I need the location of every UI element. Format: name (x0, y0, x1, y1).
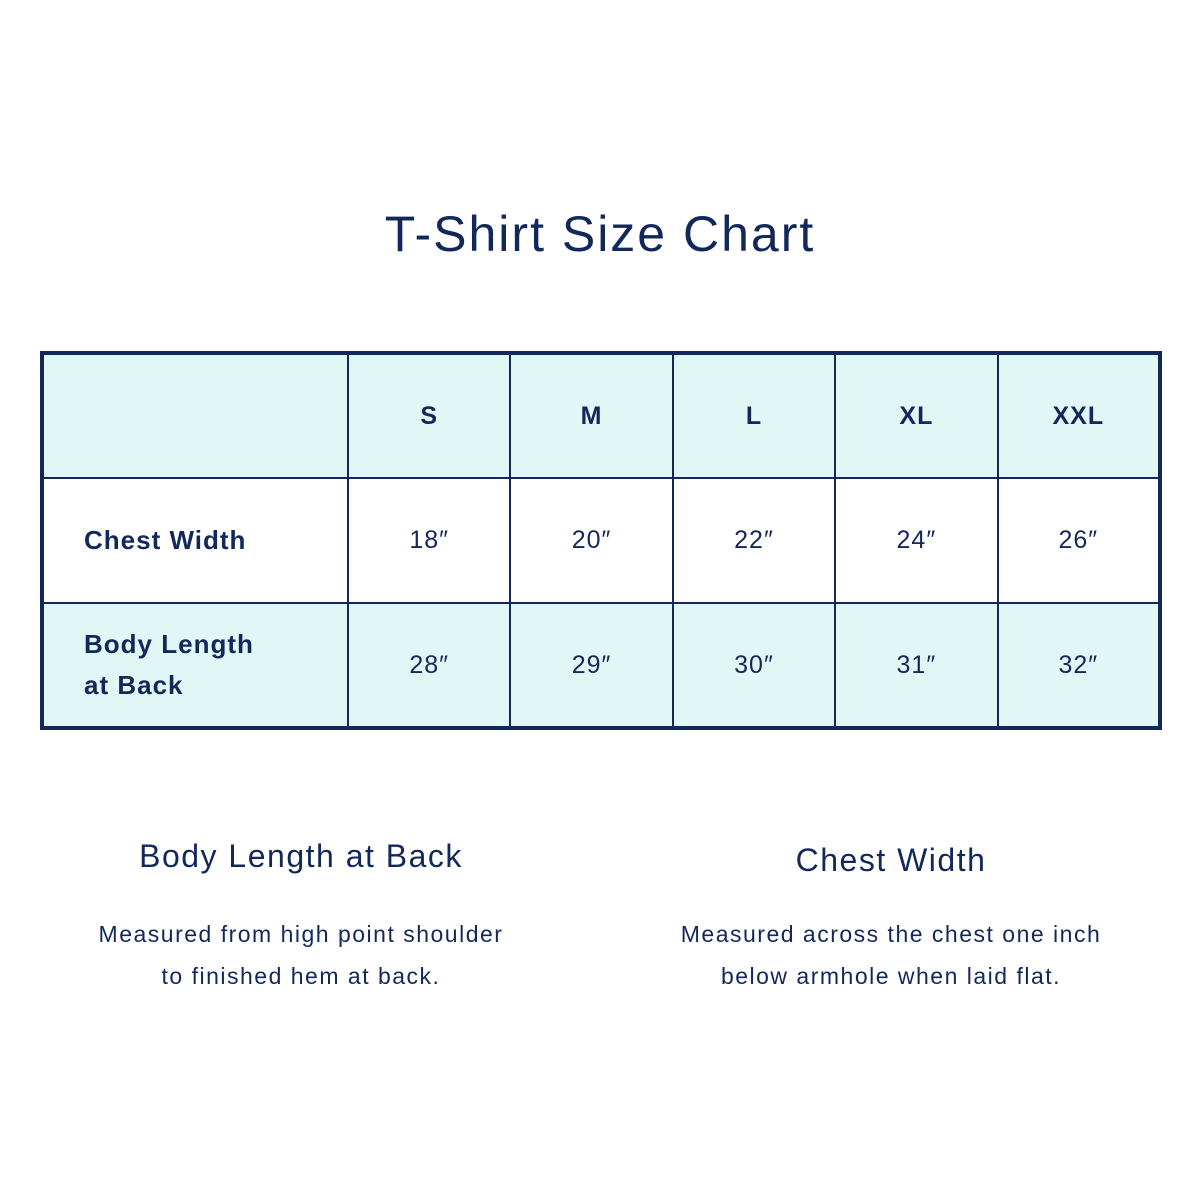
table-cell: 22″ (671, 477, 837, 604)
table-cell: 26″ (996, 477, 1162, 604)
description-line: Measured from high point shoulder (98, 921, 504, 947)
section-description: Measured across the chest one inch below … (611, 913, 1171, 997)
description-line: below armhole when laid flat. (720, 963, 1062, 989)
size-chart-table: S M L XL XXL Chest Width 18″ 20″ 22″ 24″… (40, 351, 1162, 730)
table-cell: 30″ (671, 602, 837, 729)
table-cell: 20″ (509, 477, 674, 604)
table-cell: 18″ (346, 477, 512, 604)
chest-width-section: Chest Width Measured across the chest on… (611, 842, 1171, 997)
table-cell: 31″ (834, 602, 999, 729)
section-heading: Body Length at Back (139, 838, 463, 874)
size-header-m: M (509, 352, 674, 479)
table-cell: 28″ (346, 602, 512, 729)
page-title: T-Shirt Size Chart (384, 206, 816, 262)
description-line: to finished hem at back. (161, 963, 441, 989)
row-label-line: at Back (84, 670, 184, 700)
row-label: Body Length at Back (41, 602, 349, 729)
table-header-row: S M L XL XXL (41, 352, 1162, 479)
table-row-body-length: Body Length at Back 28″ 29″ 30″ 31″ 32″ (41, 602, 1162, 729)
size-header-xxl: XXL (996, 352, 1162, 479)
table-cell: 29″ (509, 602, 674, 729)
table-cell: 24″ (834, 477, 999, 604)
row-label: Chest Width (41, 477, 349, 604)
body-length-section: Body Length at Back Measured from high p… (21, 838, 581, 997)
size-header-xl: XL (834, 352, 999, 479)
description-line: Measured across the chest one inch (680, 921, 1102, 947)
table-row-chest-width: Chest Width 18″ 20″ 22″ 24″ 26″ (41, 477, 1162, 604)
section-heading: Chest Width (795, 842, 987, 878)
section-description: Measured from high point shoulder to fini… (21, 913, 581, 997)
size-header-s: S (346, 352, 512, 479)
corner-cell (41, 352, 349, 479)
table-cell: 32″ (996, 602, 1162, 729)
size-header-l: L (671, 352, 837, 479)
row-label-line: Body Length (84, 629, 254, 659)
